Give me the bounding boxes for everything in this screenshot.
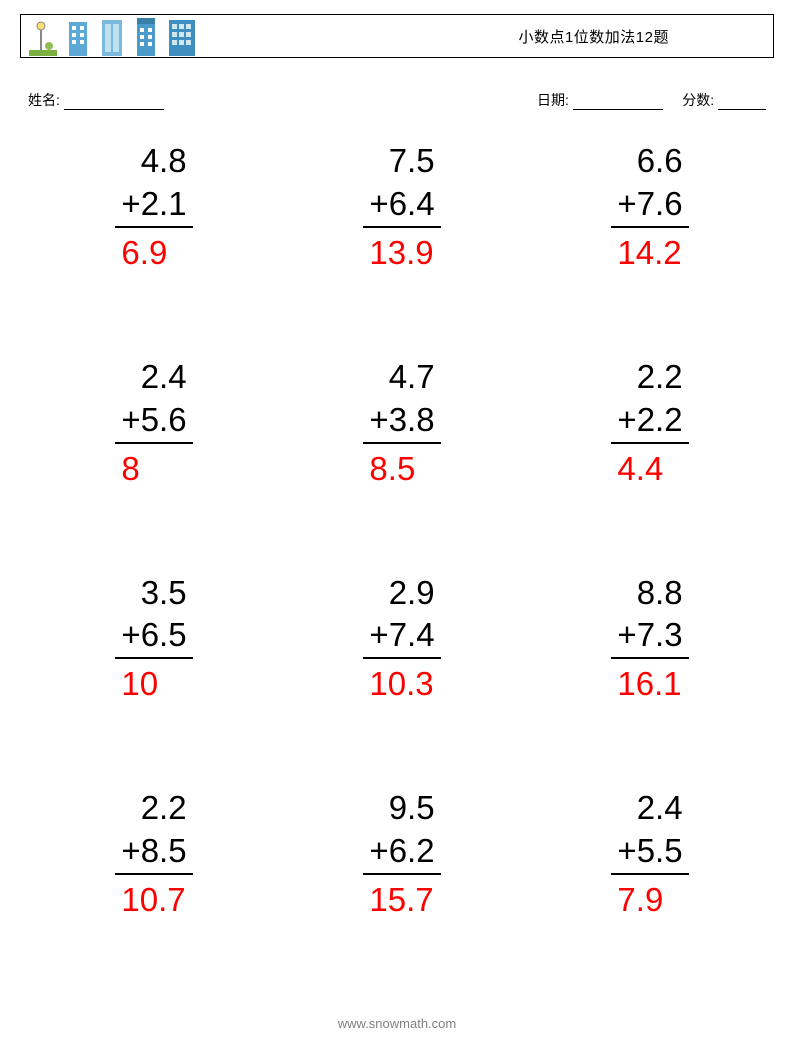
- operand-top: 4.8: [115, 140, 192, 183]
- operand-top: 8.8: [611, 572, 688, 615]
- answer: 13.9: [363, 228, 440, 275]
- problem-inner: 7.5+6.413.9: [363, 140, 440, 275]
- operand-bottom-row: +2.1: [115, 183, 192, 228]
- problem: 7.5+6.413.9: [308, 130, 496, 316]
- operand-top: 2.4: [611, 787, 688, 830]
- operand-top: 9.5: [363, 787, 440, 830]
- problem-inner: 8.8+7.316.1: [611, 572, 688, 707]
- score-underline: [718, 95, 766, 110]
- building-4-icon: [167, 18, 197, 56]
- operand-top: 2.2: [115, 787, 192, 830]
- worksheet-title: 小数点1位数加法12题: [518, 26, 769, 47]
- problem-inner: 3.5+6.510: [115, 572, 192, 707]
- problem: 2.2+2.24.4: [556, 346, 744, 532]
- operand-bottom-row: +7.3: [611, 614, 688, 659]
- problem-inner: 2.4+5.68: [115, 356, 192, 491]
- operand-top: 3.5: [115, 572, 192, 615]
- operand-top: 2.2: [611, 356, 688, 399]
- problems-grid: 4.8+2.16.97.5+6.413.96.6+7.614.22.4+5.68…: [60, 130, 744, 963]
- problem-inner: 2.9+7.410.3: [363, 572, 440, 707]
- operand-top: 6.6: [611, 140, 688, 183]
- operand-top: 4.7: [363, 356, 440, 399]
- problem: 2.4+5.57.9: [556, 777, 744, 963]
- meta-row: 姓名: 日期: 分数:: [28, 90, 766, 110]
- problem-inner: 6.6+7.614.2: [611, 140, 688, 275]
- operand-bottom-row: +7.6: [611, 183, 688, 228]
- building-1-icon: [65, 18, 91, 56]
- problem-inner: 2.2+8.510.7: [115, 787, 192, 922]
- building-3-icon: [133, 18, 159, 56]
- answer: 4.4: [611, 444, 688, 491]
- operand-bottom-row: +5.6: [115, 399, 192, 444]
- operand-top: 2.4: [115, 356, 192, 399]
- lamp-icon: [29, 18, 57, 56]
- answer: 8.5: [363, 444, 440, 491]
- score-label: 分数:: [682, 92, 714, 108]
- buildings-illustration: [29, 16, 197, 56]
- operand-top: 7.5: [363, 140, 440, 183]
- problem: 9.5+6.215.7: [308, 777, 496, 963]
- operand-bottom-row: +7.4: [363, 614, 440, 659]
- answer: 14.2: [611, 228, 688, 275]
- problem: 2.2+8.510.7: [60, 777, 248, 963]
- problem-inner: 2.4+5.57.9: [611, 787, 688, 922]
- answer: 10.7: [115, 875, 192, 922]
- problem: 2.4+5.68: [60, 346, 248, 532]
- meta-right: 日期: 分数:: [537, 90, 766, 110]
- answer: 6.9: [115, 228, 192, 275]
- answer: 10: [115, 659, 192, 706]
- answer: 10.3: [363, 659, 440, 706]
- problem: 3.5+6.510: [60, 562, 248, 748]
- problem: 2.9+7.410.3: [308, 562, 496, 748]
- problem: 6.6+7.614.2: [556, 130, 744, 316]
- name-underline: [64, 95, 164, 110]
- answer: 15.7: [363, 875, 440, 922]
- date-label: 日期:: [537, 92, 569, 108]
- problem: 4.7+3.88.5: [308, 346, 496, 532]
- operand-bottom-row: +5.5: [611, 830, 688, 875]
- problem-inner: 9.5+6.215.7: [363, 787, 440, 922]
- problem-inner: 4.7+3.88.5: [363, 356, 440, 491]
- answer: 7.9: [611, 875, 688, 922]
- worksheet-page: 小数点1位数加法12题 姓名: 日期: 分数: 4.8+2.16.97.5+6.…: [0, 0, 794, 1053]
- footer-url: www.snowmath.com: [0, 1016, 794, 1031]
- name-label: 姓名:: [28, 92, 60, 108]
- operand-bottom-row: +3.8: [363, 399, 440, 444]
- problem-inner: 4.8+2.16.9: [115, 140, 192, 275]
- problem: 4.8+2.16.9: [60, 130, 248, 316]
- operand-bottom-row: +6.4: [363, 183, 440, 228]
- operand-bottom-row: +6.2: [363, 830, 440, 875]
- operand-top: 2.9: [363, 572, 440, 615]
- answer: 8: [115, 444, 192, 491]
- answer: 16.1: [611, 659, 688, 706]
- building-2-icon: [99, 18, 125, 56]
- header-box: 小数点1位数加法12题: [20, 14, 774, 58]
- operand-bottom-row: +2.2: [611, 399, 688, 444]
- problem-inner: 2.2+2.24.4: [611, 356, 688, 491]
- date-underline: [573, 95, 663, 110]
- problem: 8.8+7.316.1: [556, 562, 744, 748]
- meta-name: 姓名:: [28, 90, 164, 110]
- operand-bottom-row: +6.5: [115, 614, 192, 659]
- operand-bottom-row: +8.5: [115, 830, 192, 875]
